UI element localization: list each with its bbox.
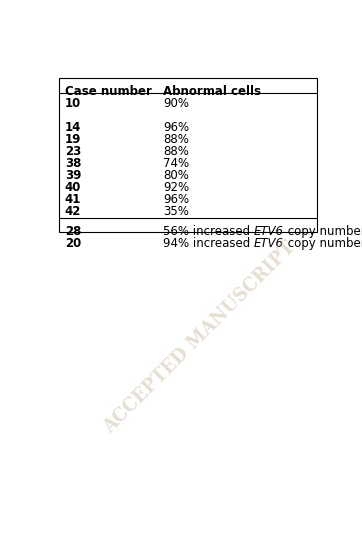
Text: 74%: 74% xyxy=(163,157,189,170)
Text: 23: 23 xyxy=(65,145,81,158)
Text: 96%: 96% xyxy=(163,193,189,206)
Text: 20: 20 xyxy=(65,237,81,250)
Text: 40: 40 xyxy=(65,182,81,194)
Text: 19: 19 xyxy=(65,133,81,146)
Text: 39: 39 xyxy=(65,169,81,182)
Text: ACCEPTED MANUSCRIPT: ACCEPTED MANUSCRIPT xyxy=(100,238,299,436)
Text: Case number: Case number xyxy=(65,85,152,98)
Text: 28: 28 xyxy=(65,224,81,238)
Text: 41: 41 xyxy=(65,193,81,206)
Text: 10: 10 xyxy=(65,97,81,110)
Text: 80%: 80% xyxy=(163,169,189,182)
Text: ETV6: ETV6 xyxy=(254,237,284,250)
Text: 38: 38 xyxy=(65,157,81,170)
Text: 92%: 92% xyxy=(163,182,189,194)
Text: 88%: 88% xyxy=(163,145,189,158)
Text: 14: 14 xyxy=(65,121,81,134)
Text: 56% increased: 56% increased xyxy=(163,224,254,238)
Text: Abnormal cells: Abnormal cells xyxy=(163,85,261,98)
Text: 88%: 88% xyxy=(163,133,189,146)
Text: 94% increased: 94% increased xyxy=(163,237,254,250)
Text: ETV6: ETV6 xyxy=(254,224,284,238)
Text: 90%: 90% xyxy=(163,97,189,110)
Text: 42: 42 xyxy=(65,206,81,218)
Text: 96%: 96% xyxy=(163,121,189,134)
Text: 35%: 35% xyxy=(163,206,189,218)
Text: copy number: copy number xyxy=(284,237,362,250)
Text: copy number: copy number xyxy=(284,224,362,238)
